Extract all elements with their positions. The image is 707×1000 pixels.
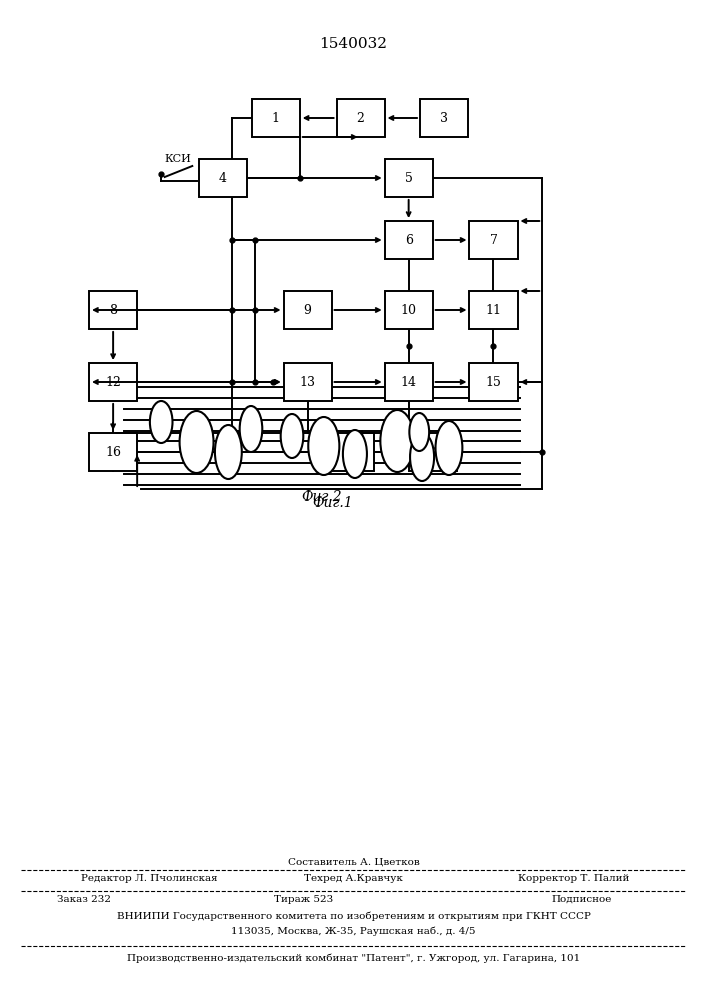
Bar (284, 363, 332, 401)
Ellipse shape (436, 421, 462, 475)
Ellipse shape (281, 414, 303, 458)
Ellipse shape (180, 411, 214, 473)
Text: 6: 6 (404, 233, 413, 246)
Bar (469, 291, 518, 329)
Text: 12: 12 (105, 375, 121, 388)
Text: Тираж 523: Тираж 523 (274, 895, 334, 904)
Text: Подписное: Подписное (551, 895, 612, 904)
Bar (420, 99, 468, 137)
Bar (326, 433, 374, 471)
Bar (469, 221, 518, 259)
Ellipse shape (410, 433, 434, 481)
Bar (89, 291, 137, 329)
Text: 7: 7 (489, 233, 498, 246)
Text: 17: 17 (342, 446, 358, 458)
Ellipse shape (343, 430, 367, 478)
Ellipse shape (380, 410, 414, 472)
Ellipse shape (240, 406, 262, 452)
Text: 8: 8 (109, 304, 117, 316)
Text: КСИ: КСИ (164, 154, 191, 164)
Bar (385, 221, 433, 259)
Text: Техред А.Кравчук: Техред А.Кравчук (304, 874, 403, 883)
Text: Заказ 232: Заказ 232 (57, 895, 110, 904)
Text: ВНИИПИ Государственного комитета по изобретениям и открытиям при ГКНТ СССР: ВНИИПИ Государственного комитета по изоб… (117, 911, 590, 921)
Text: 1540032: 1540032 (320, 37, 387, 51)
Text: 9: 9 (303, 304, 312, 316)
Bar (385, 363, 433, 401)
Text: Фиг.2: Фиг.2 (301, 490, 342, 504)
Text: 11: 11 (486, 304, 501, 316)
Text: 5: 5 (404, 172, 413, 184)
Text: 13: 13 (300, 375, 315, 388)
Bar (409, 433, 457, 471)
Bar (89, 433, 137, 471)
Text: Корректор Т. Палий: Корректор Т. Палий (518, 874, 629, 883)
Text: 15: 15 (486, 375, 501, 388)
Text: 1: 1 (271, 111, 280, 124)
Bar (337, 99, 385, 137)
Ellipse shape (150, 401, 173, 443)
Ellipse shape (215, 425, 242, 479)
Text: 16: 16 (105, 446, 121, 458)
Bar (252, 99, 300, 137)
Ellipse shape (308, 417, 339, 475)
Bar (89, 363, 137, 401)
Text: 113035, Москва, Ж-35, Раушская наб., д. 4/5: 113035, Москва, Ж-35, Раушская наб., д. … (231, 927, 476, 936)
Text: 10: 10 (401, 304, 416, 316)
Text: 18: 18 (426, 446, 441, 458)
Text: Составитель А. Цветков: Составитель А. Цветков (288, 857, 419, 866)
Ellipse shape (409, 413, 429, 451)
Bar (199, 159, 247, 197)
Text: 3: 3 (440, 111, 448, 124)
Text: Редактор Л. Пчолинская: Редактор Л. Пчолинская (81, 874, 218, 883)
Text: Производственно-издательский комбинат "Патент", г. Ужгород, ул. Гагарина, 101: Производственно-издательский комбинат "П… (127, 953, 580, 963)
Bar (385, 159, 433, 197)
Text: 2: 2 (356, 111, 365, 124)
Bar (284, 291, 332, 329)
Text: 14: 14 (401, 375, 416, 388)
Bar (469, 363, 518, 401)
Bar (385, 291, 433, 329)
Text: 4: 4 (218, 172, 227, 184)
Text: Фиг.1: Фиг.1 (312, 496, 353, 510)
